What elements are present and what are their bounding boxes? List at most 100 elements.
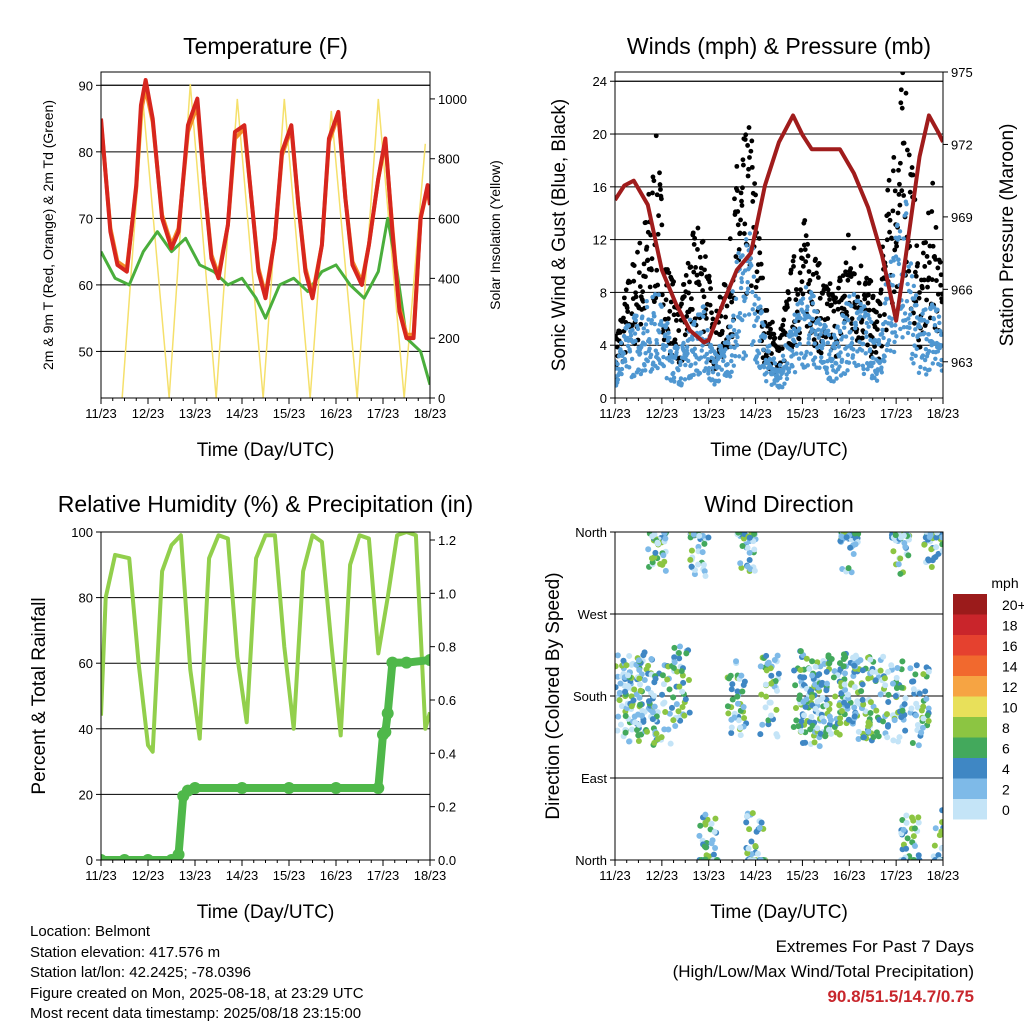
direction-point (816, 743, 823, 750)
direction-point (622, 729, 629, 736)
plot-area (101, 77, 430, 398)
direction-point (631, 686, 638, 693)
direction-point (651, 703, 658, 710)
wind-point (835, 324, 840, 329)
wind-point (812, 355, 818, 360)
wind-point (741, 356, 746, 361)
wind-point (789, 348, 795, 353)
wind-point (729, 369, 734, 375)
direction-point (931, 842, 938, 849)
gust-point (868, 278, 874, 284)
direction-point (925, 717, 932, 724)
precip-point (386, 656, 399, 669)
direction-point (836, 702, 843, 709)
gust-point (738, 190, 744, 196)
wind-point (877, 341, 882, 346)
y-tick-label: 0 (600, 391, 607, 406)
gust-point (663, 297, 669, 303)
direction-point (913, 662, 920, 669)
gust-point (749, 164, 755, 170)
wind-point (710, 370, 716, 375)
wind-point (832, 345, 837, 351)
legend-title: mph (991, 575, 1018, 591)
wind-point (671, 370, 676, 376)
gust-point (700, 238, 706, 244)
gust-point (935, 291, 941, 297)
direction-point (908, 705, 915, 712)
direction-point (827, 717, 834, 724)
gust-point (686, 290, 691, 296)
gust-point (673, 318, 679, 323)
wind-point (728, 324, 733, 329)
wind-point (805, 304, 810, 309)
wind-point (932, 305, 937, 310)
gust-point (856, 280, 862, 286)
gust-point (933, 257, 938, 262)
gust-point (780, 322, 786, 328)
wind-point (851, 291, 857, 297)
wind-point (711, 356, 716, 361)
x-tick-label: 18/23 (414, 868, 447, 883)
direction-point (712, 815, 719, 822)
y-axis-label: 2m & 9m T (Red, Orange) & 2m Td (Green) (40, 100, 56, 370)
data-timestamp: Most recent data timestamp: 2025/08/18 2… (30, 1005, 362, 1022)
wind-point (848, 303, 854, 309)
series-pressure-line (615, 113, 943, 345)
gust-point (650, 190, 655, 196)
wind-point (882, 358, 887, 364)
wind-point (758, 304, 763, 309)
direction-point (939, 541, 943, 548)
gust-point (636, 270, 642, 275)
wind-point (697, 370, 703, 376)
gust-point (656, 213, 661, 219)
direction-point (750, 857, 757, 860)
x-tick-label: 11/23 (599, 868, 631, 883)
gust-point (896, 192, 902, 197)
direction-point (915, 814, 922, 821)
wind-point (723, 347, 728, 352)
x-axis-label: Time (Day/UTC) (710, 902, 848, 923)
wind-point (913, 353, 918, 359)
wind-point (909, 274, 915, 279)
wind-point (861, 366, 866, 372)
gust-point (719, 328, 725, 334)
gust-point (779, 346, 785, 351)
direction-point (903, 812, 910, 819)
direction-point (910, 833, 917, 840)
gust-point (892, 188, 898, 194)
gust-point (683, 273, 689, 278)
wind-point (790, 364, 795, 369)
direction-point (926, 533, 933, 540)
speed-legend: mph 20+ 18 16 14 12 10 8 6 4 2 0 (953, 575, 1024, 820)
direction-point (915, 819, 922, 826)
y-tick-label: 80 (79, 591, 93, 606)
legend-label: 8 (1002, 720, 1010, 736)
direction-point (873, 729, 880, 736)
direction-point (728, 729, 735, 736)
gust-point (798, 287, 803, 293)
direction-point (851, 662, 858, 669)
direction-point (920, 703, 927, 710)
wind-point (797, 341, 802, 346)
wind-point (917, 324, 923, 330)
wind-point (670, 359, 675, 365)
wind-point (838, 350, 843, 355)
wind-point (824, 370, 830, 376)
wind-point (735, 334, 740, 340)
direction-point (872, 677, 879, 684)
gust-point (884, 237, 890, 243)
gust-point (807, 277, 813, 283)
wind-point (848, 329, 853, 334)
gust-point (658, 187, 663, 192)
wind-point (745, 280, 750, 285)
direction-point (841, 681, 848, 688)
direction-point (812, 663, 819, 670)
gust-point (882, 312, 887, 317)
y-tick-label: 80 (79, 145, 93, 160)
legend-label: 18 (1002, 618, 1018, 634)
plot-frame (614, 531, 944, 861)
x-tick-label: 15/23 (786, 868, 819, 883)
y-right-tick-label: 0.4 (438, 746, 456, 761)
wind-point (911, 361, 916, 366)
direction-point (867, 699, 874, 706)
